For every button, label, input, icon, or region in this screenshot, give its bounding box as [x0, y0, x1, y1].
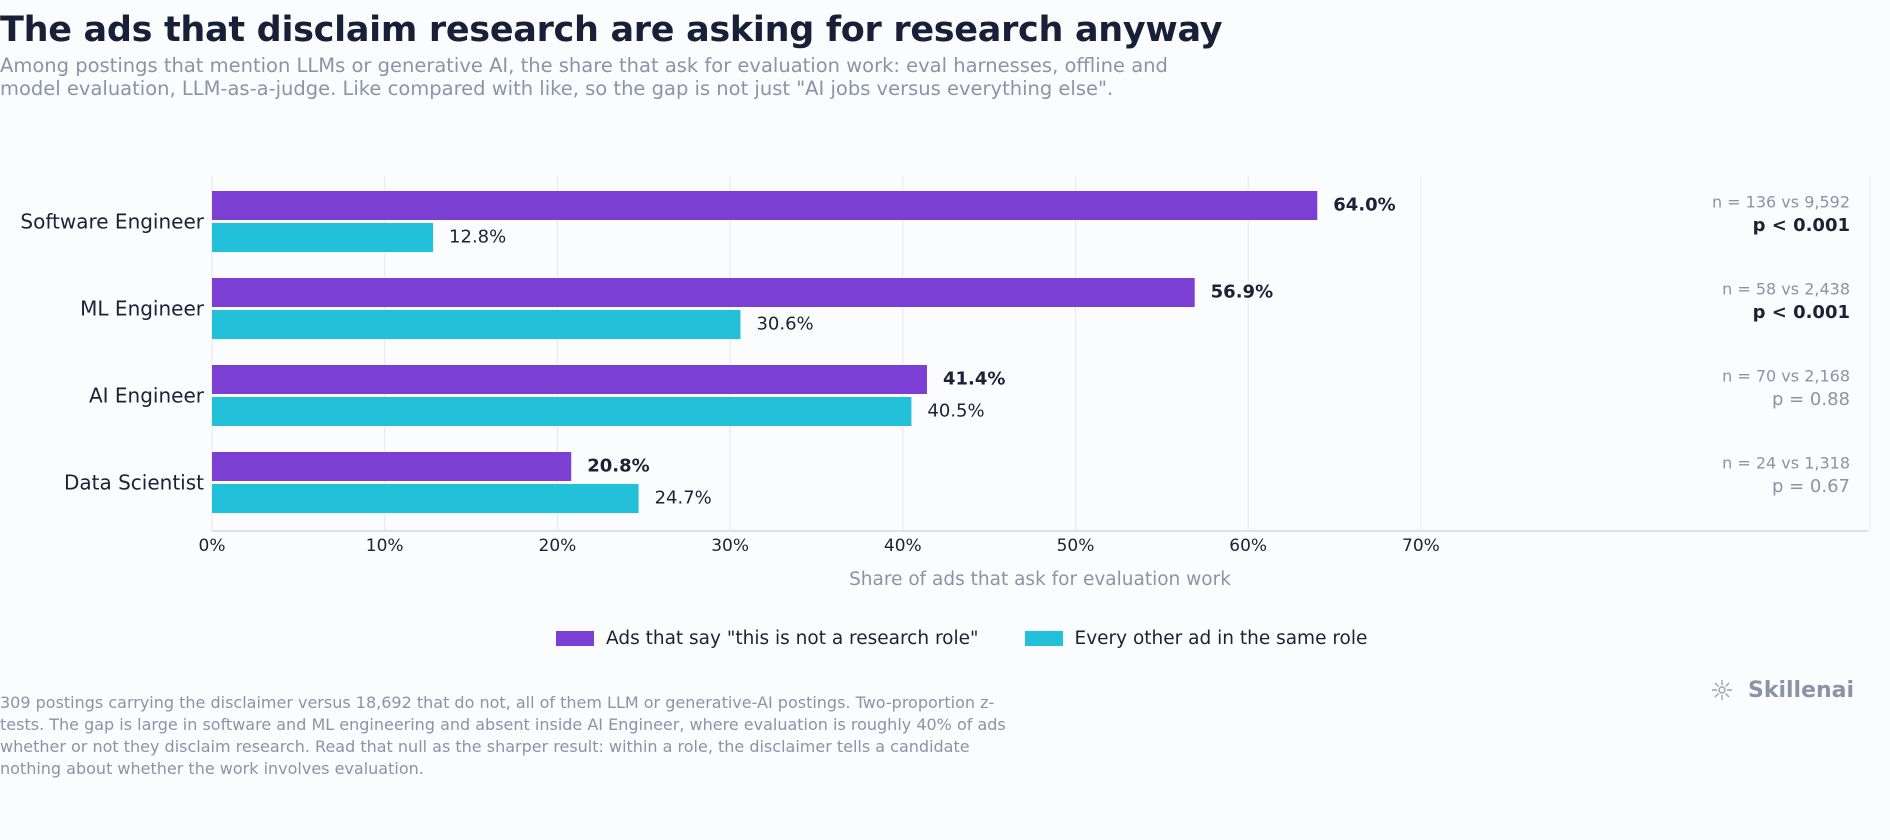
p-value-annotation: p = 0.67 — [1772, 476, 1850, 497]
data-label-other: 12.8% — [449, 227, 506, 248]
p-value-annotation: p = 0.88 — [1772, 389, 1850, 410]
legend-swatch-disclaimer — [556, 631, 594, 646]
bar-other — [212, 484, 639, 513]
data-label-disclaimer: 56.9% — [1211, 282, 1273, 303]
x-tick-label: 0% — [199, 536, 226, 556]
data-label-disclaimer: 41.4% — [943, 369, 1005, 390]
x-tick-label: 10% — [366, 536, 404, 556]
chart-subtitle: Among postings that mention LLMs or gene… — [0, 54, 1168, 100]
chart-legend: Ads that say "this is not a research rol… — [556, 628, 1413, 649]
x-tick-label: 50% — [1057, 536, 1095, 556]
sample-size-annotation: n = 24 vs 1,318 — [1722, 454, 1850, 473]
bar-disclaimer — [212, 452, 572, 481]
legend-swatch-other — [1024, 631, 1063, 646]
spiral-logo-icon — [1712, 680, 1732, 700]
bar-other — [212, 223, 434, 252]
category-label: Software Engineer — [20, 210, 204, 234]
brand-logo: Skillenai — [1708, 676, 1854, 704]
bar-disclaimer — [212, 278, 1195, 307]
bar-disclaimer — [212, 191, 1318, 220]
chart-title: The ads that disclaim research are askin… — [0, 10, 1223, 50]
x-tick-label: 70% — [1402, 536, 1440, 556]
x-tick-label: 60% — [1229, 536, 1267, 556]
brand-name: Skillenai — [1748, 677, 1855, 703]
category-label: AI Engineer — [89, 384, 205, 408]
legend-label-disclaimer: Ads that say "this is not a research rol… — [606, 628, 979, 649]
footnote: 309 postings carrying the disclaimer ver… — [0, 693, 1006, 778]
bar-other — [212, 310, 741, 339]
legend-item-disclaimer: Ads that say "this is not a research rol… — [556, 628, 979, 649]
category-label: ML Engineer — [80, 297, 205, 321]
p-value-annotation: p < 0.001 — [1753, 302, 1850, 323]
data-label-disclaimer: 20.8% — [587, 456, 649, 477]
sample-size-annotation: n = 136 vs 9,592 — [1712, 193, 1850, 212]
data-label-other: 30.6% — [756, 314, 813, 335]
bar-other — [212, 397, 912, 426]
x-axis-label: Share of ads that ask for evaluation wor… — [849, 569, 1231, 590]
bar-chart: 0% 10% 20% 30% 40% 50% 60% 70% Share of ads that… — [20, 176, 1871, 590]
sample-size-annotation: n = 70 vs 2,168 — [1722, 367, 1850, 386]
bar-disclaimer — [212, 365, 927, 394]
x-tick-label: 30% — [711, 536, 749, 556]
legend-label-other: Every other ad in the same role — [1074, 628, 1368, 649]
p-value-annotation: p < 0.001 — [1753, 215, 1850, 236]
data-label-other: 24.7% — [655, 488, 712, 509]
sample-size-annotation: n = 58 vs 2,438 — [1722, 280, 1850, 299]
data-label-disclaimer: 64.0% — [1333, 195, 1395, 216]
legend-item-other: Every other ad in the same role — [1024, 628, 1368, 649]
category-label: Data Scientist — [64, 471, 204, 495]
data-label-other: 40.5% — [927, 401, 984, 422]
x-tick-label: 40% — [884, 536, 922, 556]
x-tick-label: 20% — [539, 536, 577, 556]
